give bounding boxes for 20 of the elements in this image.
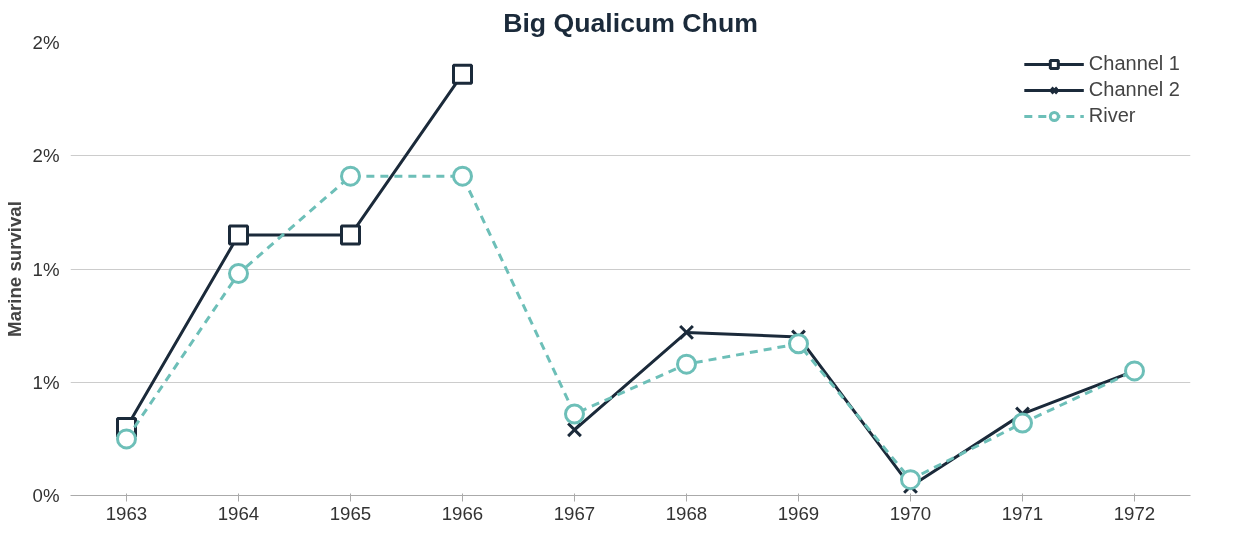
x-tick-label: 1969	[777, 502, 820, 524]
x-tick-label: 1965	[329, 502, 372, 524]
y-axis-title: Marine survival	[3, 201, 25, 337]
y-tick-label: 2%	[32, 145, 60, 167]
chart-title: Big Qualicum Chum	[503, 7, 758, 38]
x-tick-label: 1968	[665, 502, 708, 524]
legend-label: Channel 1	[1088, 52, 1180, 75]
x-tick-label: 1970	[889, 502, 932, 524]
y-tick-label: 1%	[32, 371, 60, 393]
legend-label: Channel 2	[1088, 78, 1180, 101]
y-tick-label: 0%	[32, 485, 60, 506]
x-tick-label: 1967	[553, 502, 596, 524]
x-tick-label: 1964	[217, 502, 260, 524]
y-tick-label: 2%	[32, 32, 60, 53]
x-tick-label: 1966	[441, 502, 484, 524]
x-tick-label: 1963	[105, 502, 148, 524]
x-tick-label: 1972	[1113, 502, 1156, 524]
x-tick-label: 1971	[1001, 502, 1044, 524]
legend-label: River	[1088, 104, 1136, 127]
y-tick-label: 1%	[32, 258, 60, 280]
